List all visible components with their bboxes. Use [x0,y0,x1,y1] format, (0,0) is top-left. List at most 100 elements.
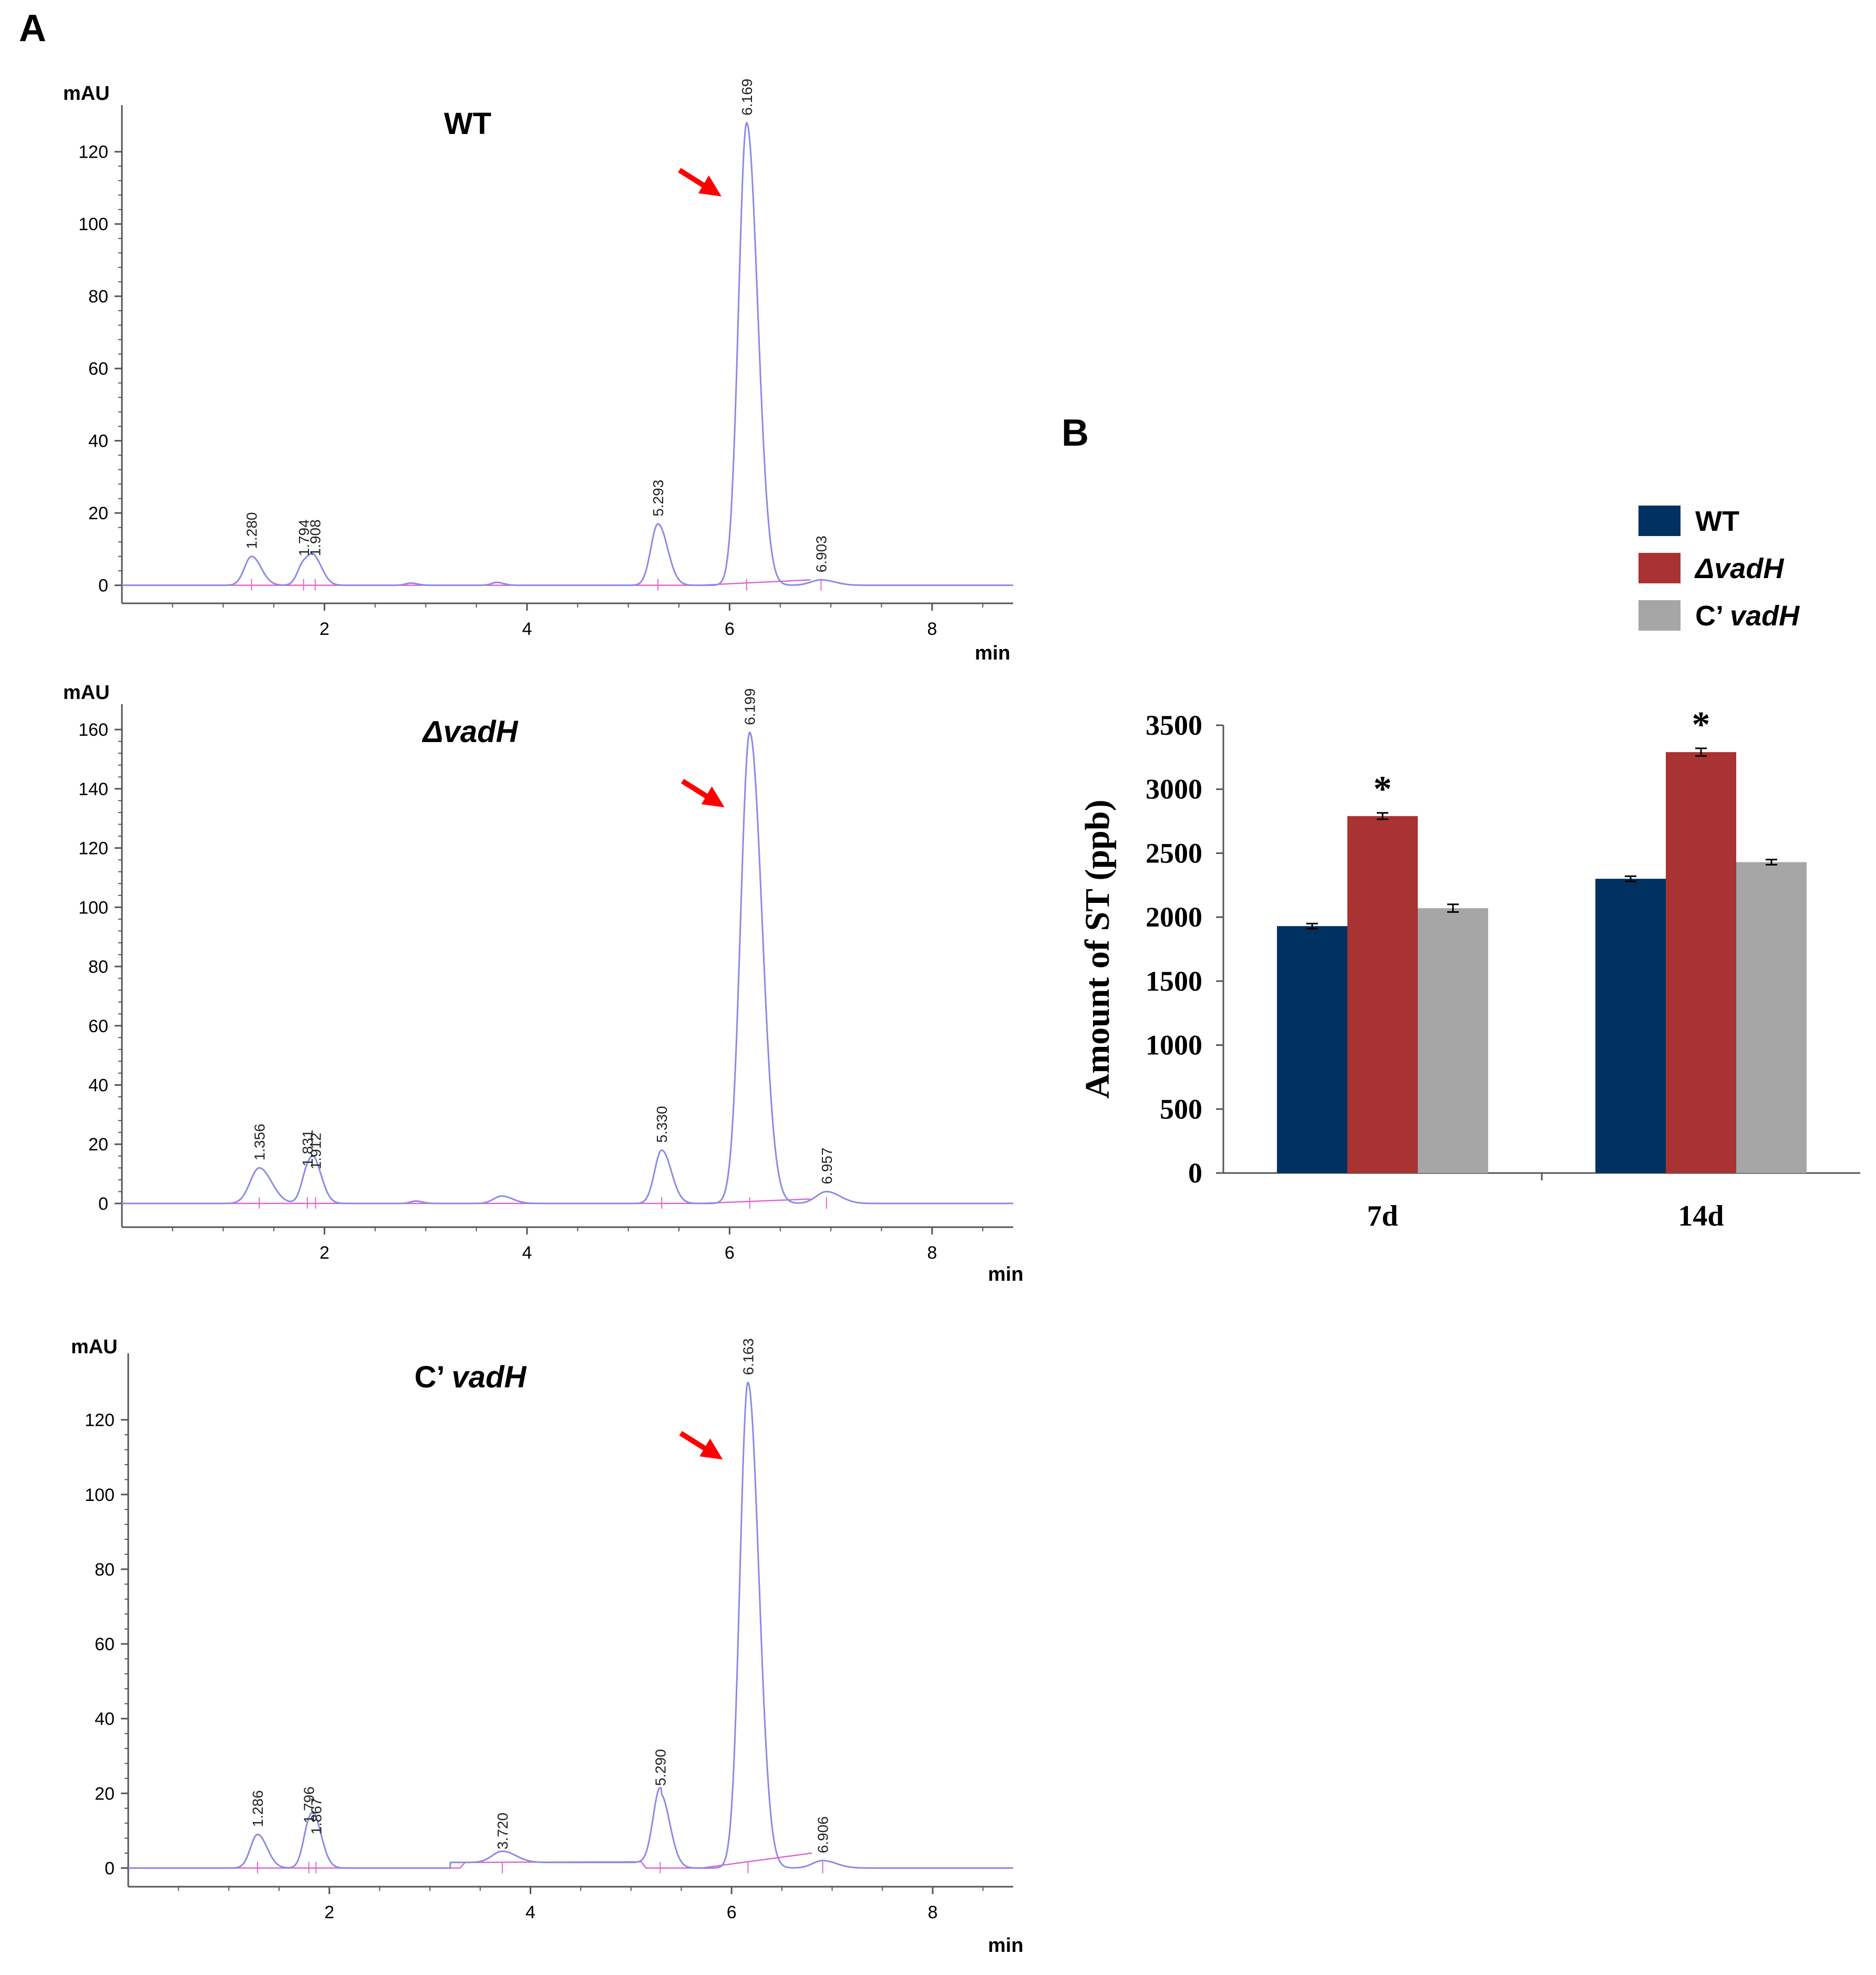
st-amount-bar-chart: 0 500 1000 1500 2000 2500 3000 3500 Amount of ST… [1078,506,1860,1232]
legend-label-italic: vadH [1730,600,1800,632]
legend-label-italic: vadH [1714,553,1784,584]
legend-label-plain: WT [1695,506,1739,537]
dvadh-y-tick-label: 80 [88,957,108,977]
wt-y-unit-label: mAU [63,83,110,105]
dvadh-title-prefix: Δ [422,715,444,749]
legend-swatch [1638,600,1681,631]
dvadh-peak-label: 6.199 [742,688,758,725]
dvadh-peak-label: 1.356 [251,1124,267,1160]
bar-y-tick-label: 1000 [1146,1030,1202,1061]
wt-x-unit-label: min [975,642,1011,664]
wt-x-tick-label: 8 [927,619,937,639]
dvadh-peak-label: 1.831 [300,1130,316,1167]
bar-y-tick-label: 3500 [1146,709,1202,741]
wt-peak-label: 1.794 [296,519,312,556]
cvadh-trace [128,1381,1013,1869]
cvadh-y-tick-label: 100 [85,1485,115,1505]
panel-a-letter: A [19,7,46,49]
cvadh-peak-label: 6.163 [740,1338,756,1375]
chromatogram-dvadh: 0 20 40 60 80 100 120 140 160 2 4 6 8 mAU min ΔvadH 1.35… [63,682,1024,1285]
dvadh-peak-label: 6.957 [819,1147,835,1184]
dvadh-y-tick-label: 0 [98,1194,108,1214]
wt-y-tick-label: 60 [88,359,108,379]
bar-y-tick-label: 500 [1160,1093,1202,1125]
wt-y-tick-label: 20 [88,503,108,523]
bar-category-label: 7d [1367,1200,1398,1232]
dvadh-x-unit-label: min [988,1263,1024,1285]
bar-7d-2 [1418,908,1488,1173]
cvadh-baseline [229,1852,812,1869]
wt-trace [122,121,1013,587]
cvadh-y-tick-label: 80 [95,1560,115,1580]
bar-14d-0 [1595,879,1666,1173]
cvadh-x-tick-label: 6 [727,1902,737,1922]
dvadh-y-tick-label: 100 [78,898,108,918]
wt-peak-label: 1.908 [307,519,324,556]
cvadh-peak-label: 1.867 [308,1798,324,1835]
dvadh-x-tick-label: 4 [522,1243,532,1263]
wt-arrow-head [698,175,721,197]
wt-peak-label: 6.169 [739,79,755,116]
cvadh-peak-label: 3.720 [494,1813,511,1849]
bar-14d-1 [1666,752,1736,1173]
chromatogram-cvadh: 0 20 40 60 80 100 120 2 4 6 8 mAU min C’ vadH 1.286 1.7… [71,1336,1024,1957]
bar-y-tick-label: 0 [1188,1157,1202,1189]
dvadh-y-tick-label: 160 [78,720,108,740]
bar-14d-2 [1736,862,1807,1173]
bar-y-tick-label: 1500 [1146,965,1202,997]
wt-x-tick-label: 6 [725,619,735,639]
dvadh-trace [122,731,1013,1205]
cvadh-peak-label: 1.286 [250,1790,266,1827]
wt-peak-label: 5.293 [650,480,666,517]
significance-star: * [1692,705,1710,745]
cvadh-y-tick-label: 0 [105,1858,115,1878]
legend-label-plain: Δ [1694,553,1714,584]
cvadh-title: C’ vadH [415,1360,527,1394]
legend-label: ΔvadH [1694,553,1784,584]
bar-y-tick-label: 2500 [1146,837,1202,869]
cvadh-x-tick-label: 4 [525,1902,535,1922]
cvadh-y-tick-label: 60 [95,1634,115,1654]
chromatogram-wt: 0 20 40 60 80 100 120 2 4 6 8 mAU min WT 1.280 1.7941.9… [63,79,1013,664]
wt-x-tick-label: 2 [319,619,329,639]
legend-label: WT [1695,506,1739,537]
cvadh-title-gene: vadH [452,1360,527,1394]
dvadh-y-tick-label: 40 [88,1075,108,1095]
cvadh-x-unit-label: min [988,1935,1024,1957]
dvadh-peak-label: 5.330 [654,1106,670,1143]
wt-y-tick-label: 100 [78,214,108,234]
bar-7d-1 [1347,816,1418,1173]
cvadh-y-tick-label: 20 [95,1784,115,1804]
bar-y-tick-label: 2000 [1146,901,1202,933]
cvadh-arrow-head [699,1438,723,1460]
cvadh-x-tick-label: 8 [927,1902,937,1922]
dvadh-y-tick-label: 120 [78,839,108,859]
dvadh-y-tick-label: 60 [88,1016,108,1036]
wt-peak-label: 6.903 [813,536,829,572]
bar-category-label: 14d [1678,1200,1724,1232]
dvadh-x-tick-label: 8 [927,1243,937,1263]
panel-b-letter: B [1061,412,1089,454]
dvadh-peak-label: 1.912 [308,1133,324,1169]
wt-y-tick-label: 80 [88,287,108,307]
legend-swatch [1638,506,1681,536]
wt-y-tick-label: 0 [98,576,108,596]
bar-y-tick-label: 3000 [1146,774,1202,805]
cvadh-peak-label: 5.290 [652,1749,668,1786]
dvadh-x-tick-label: 6 [725,1243,735,1263]
dvadh-y-tick-label: 140 [78,779,108,799]
wt-x-tick-label: 4 [522,619,532,639]
dvadh-arrow-head [701,786,725,808]
wt-title: WT [444,107,491,141]
wt-peak-label: 1.280 [244,512,260,549]
cvadh-y-tick-label: 120 [85,1411,115,1431]
significance-star: * [1374,769,1392,810]
bar-7d-0 [1277,926,1347,1173]
legend-label-plain: C’ [1695,600,1730,632]
wt-y-tick-label: 40 [88,431,108,451]
cvadh-title-prefix: C’ [415,1360,452,1394]
cvadh-peak-label: 1.796 [301,1786,317,1823]
cvadh-peak-label: 6.906 [815,1816,831,1853]
